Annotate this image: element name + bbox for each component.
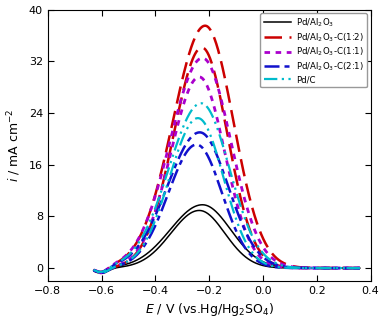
Legend: Pd/Al$_2$O$_3$, Pd/Al$_2$O$_3$-C(1:2), Pd/Al$_2$O$_3$-C(1:1), Pd/Al$_2$O$_3$-C(2: Pd/Al$_2$O$_3$, Pd/Al$_2$O$_3$-C(1:2), P… <box>260 13 367 87</box>
Y-axis label: $i$ / mA cm$^{-2}$: $i$ / mA cm$^{-2}$ <box>5 109 23 182</box>
X-axis label: $E$ / V (vs.Hg/Hg$_2$SO$_4$): $E$ / V (vs.Hg/Hg$_2$SO$_4$) <box>145 301 274 318</box>
